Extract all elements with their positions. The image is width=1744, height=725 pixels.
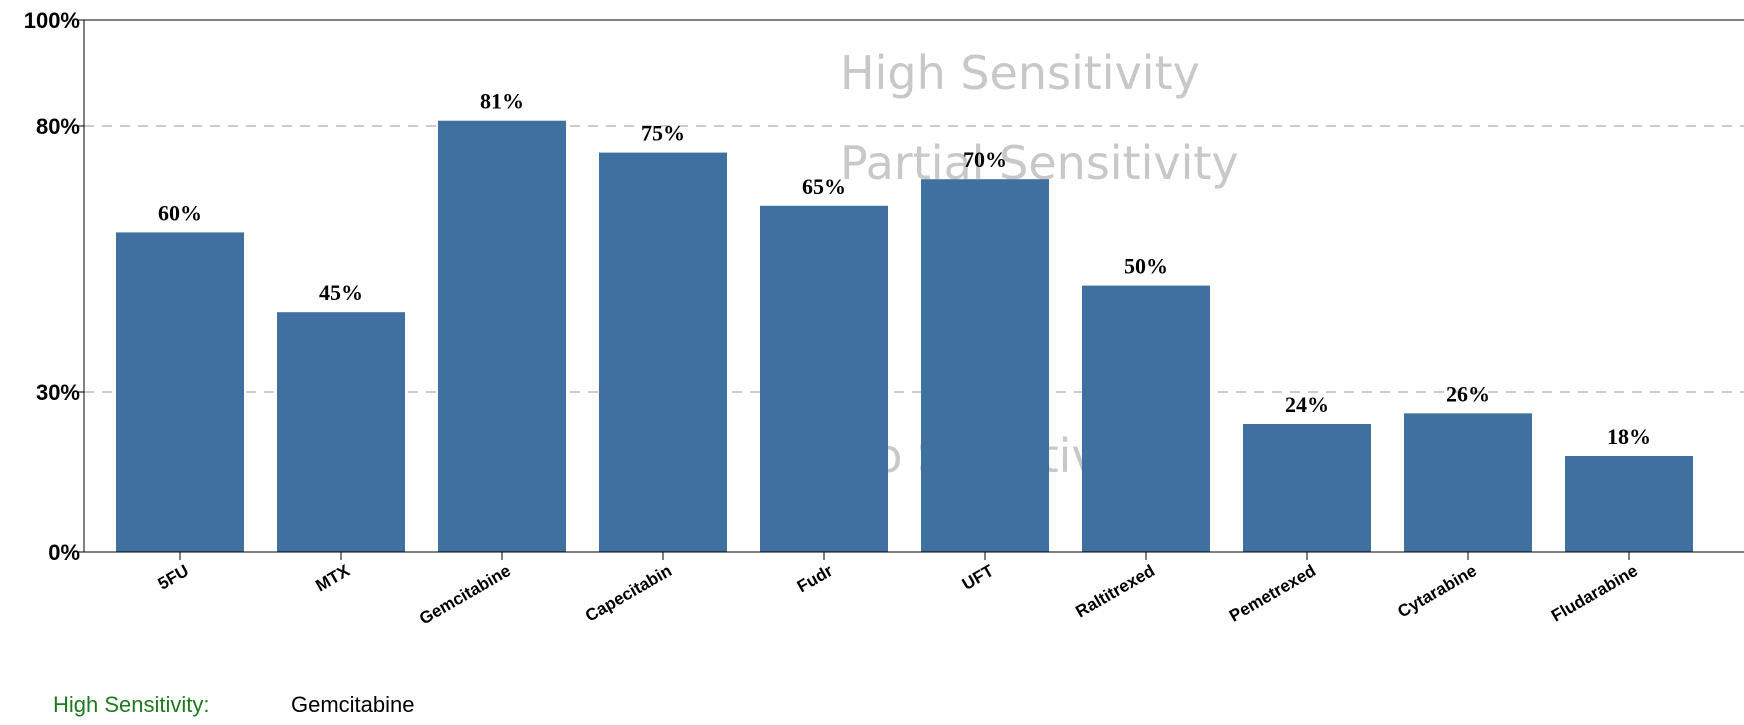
axes [78,19,1744,560]
x-tick-label: Raltitrexed [1072,561,1158,621]
data-label: 50% [1124,254,1168,279]
bar-uft [921,179,1049,552]
zone-label: High Sensitivity [840,46,1200,100]
x-tick-label: 5FU [155,561,192,594]
bar-fudr [760,205,888,553]
data-label: 65% [802,174,846,199]
data-label: 18% [1607,424,1651,449]
y-tick-label: 30% [36,380,80,405]
bars [116,120,1693,553]
data-label: 26% [1446,381,1490,406]
data-label: 70% [963,147,1007,172]
data-label: 60% [158,200,202,225]
bar-pemetrexed [1243,424,1371,552]
data-label: 81% [480,89,524,114]
bar-cytarabine [1404,413,1532,552]
bar-5fu [116,232,244,552]
bar-mtx [277,312,405,552]
x-tick-label: MTX [312,561,353,596]
x-tick-label: Capecitabin [582,561,675,626]
x-tick-label: UFT [959,561,998,594]
bar-raltitrexed [1082,285,1210,552]
x-tick-label: Fludarabine [1548,561,1641,626]
y-tick-label: 100% [24,8,80,33]
footer-sensitivity-key: High Sensitivity: [53,692,210,717]
x-tick-label: Fudr [794,561,837,597]
data-label: 45% [319,280,363,305]
data-label: 75% [641,121,685,146]
bar-capecitabin [599,152,727,552]
y-tick-label: 0% [48,540,80,565]
y-tick-label: 80% [36,114,80,139]
data-label: 24% [1285,392,1329,417]
x-tick-label: Gemcitabine [416,561,514,628]
bar-gemcitabine [438,120,566,552]
x-tick-label: Cytarabine [1394,561,1480,621]
bar-fludarabine [1565,456,1693,552]
footer-sensitivity-value: Gemcitabine [291,692,415,717]
x-tick-label: Pemetrexed [1226,561,1319,626]
